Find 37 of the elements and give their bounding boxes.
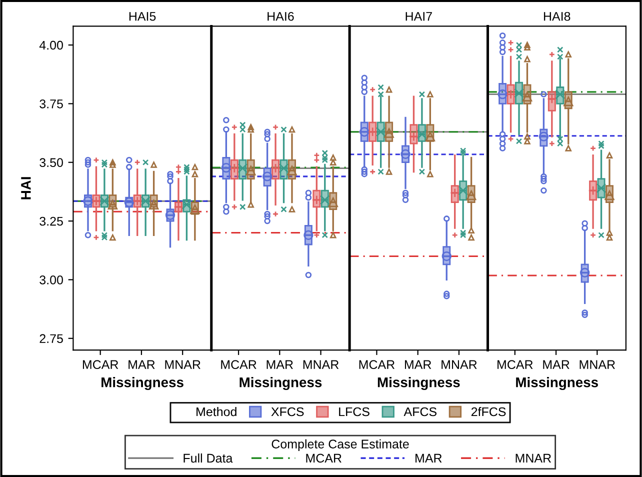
text: Complete Case Estimate [272,439,409,451]
y-tick-label: 3.50 [40,158,63,168]
legend-label: Full Data [184,453,233,463]
legend-title: Method [196,407,236,416]
x-axis-title: Missingness [378,377,460,390]
x-tick-label: MAR [543,360,570,369]
x-tick-label: MCAR [359,360,395,370]
chart-title: HAI7 [406,12,432,21]
x-axis-title: Missingness [240,377,322,390]
x-tick-label: MNAR [303,360,339,369]
x-tick-label: MNAR [165,360,200,369]
legend-label: 2fFCS [471,407,506,416]
x-tick-label: MAR [128,360,155,369]
x-tick-label: MCAR [82,360,118,370]
legend-label: MAR [416,454,442,463]
y-tick-label: 4.00 [39,40,63,50]
x-tick-label: MAR [266,360,293,369]
legend-label: MNAR [516,454,552,463]
y-tick-label: 3.00 [40,276,63,284]
x-tick-label: MAR [404,360,432,369]
legend-label: MCAR [306,454,342,463]
y-axis-title: HAI [21,177,31,200]
chart-title: HAI5 [129,12,156,21]
legend-label: AFCS [404,407,437,416]
chart-title: HAI8 [544,12,570,21]
x-tick-label: MCAR [221,360,256,370]
x-tick-label: MNAR [442,360,477,369]
chart-title: HAI6 [268,12,294,21]
x-axis-title: Missingness [516,377,598,390]
legend-label: XFCS [271,407,304,416]
y-tick-label: 3.25 [40,216,63,226]
y-tick-label: 2.75 [40,334,63,344]
x-axis-title: Missingness [102,377,184,390]
x-tick-label: MCAR [498,360,533,370]
x-tick-label: MNAR [580,360,615,369]
y-tick-label: 3.75 [40,99,63,108]
legend-label: LFCS [339,407,370,416]
